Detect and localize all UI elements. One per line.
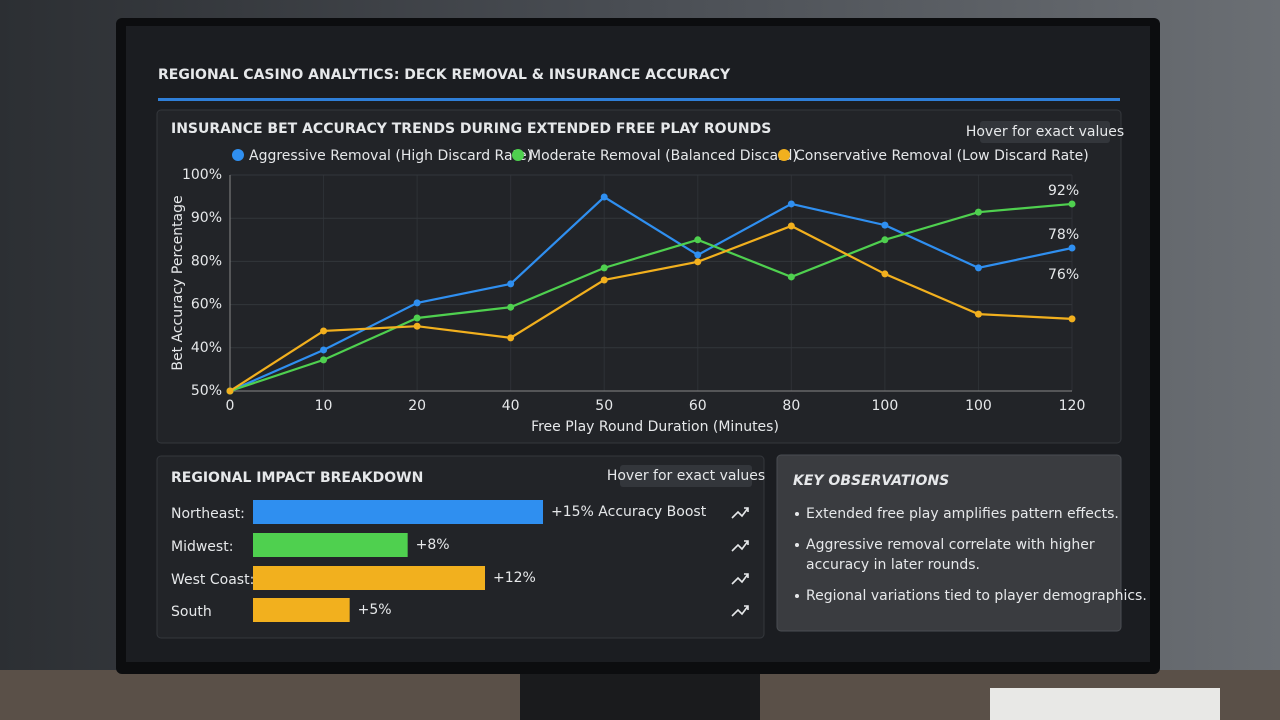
- hint-button[interactable]: [620, 465, 752, 487]
- x-tick-label: 80: [782, 398, 800, 414]
- page-title: REGIONAL CASINO ANALYTICS: DECK REMOVAL …: [158, 67, 731, 83]
- bar: [253, 500, 543, 524]
- data-point: [600, 193, 608, 201]
- title-rule: [158, 98, 1120, 101]
- data-point: [507, 303, 515, 311]
- x-tick-label: 100: [872, 398, 899, 414]
- x-tick-label: 50: [595, 398, 613, 414]
- data-point: [787, 273, 795, 281]
- y-tick-label: 60%: [191, 297, 222, 313]
- bar: [253, 598, 350, 622]
- bar: [253, 566, 485, 590]
- x-tick-label: 60: [689, 398, 707, 414]
- data-point: [881, 221, 889, 229]
- observation-item: Regional variations tied to player demog…: [806, 588, 1147, 604]
- legend-dot: [778, 149, 790, 161]
- data-point: [974, 208, 982, 216]
- data-point: [226, 387, 234, 395]
- data-point: [413, 322, 421, 330]
- line-chart-title: INSURANCE BET ACCURACY TRENDS DURING EXT…: [171, 121, 771, 137]
- legend-label: Moderate Removal (Balanced Discard): [529, 148, 798, 164]
- data-point: [507, 334, 515, 342]
- x-tick-label: 100: [965, 398, 992, 414]
- y-tick-label: 80%: [191, 253, 222, 269]
- y-tick-label: 100%: [182, 167, 222, 183]
- x-axis-label: Free Play Round Duration (Minutes): [531, 419, 779, 435]
- data-point: [881, 270, 889, 278]
- x-tick-label: 120: [1059, 398, 1086, 414]
- observation-item: Extended free play amplifies pattern eff…: [806, 506, 1119, 522]
- series-line: [229, 195, 1073, 393]
- data-point: [694, 258, 702, 266]
- observation-line: accuracy in later rounds.: [806, 557, 980, 573]
- data-point: [974, 310, 982, 318]
- series-line: [229, 224, 1073, 392]
- data-point: [694, 236, 702, 244]
- bar-value-label: +5%: [358, 602, 392, 618]
- legend-label: Conservative Removal (Low Discard Rate): [795, 148, 1089, 164]
- bar-category: Midwest:: [171, 539, 233, 555]
- trend-icon: [731, 507, 749, 519]
- bar-value-label: +8%: [416, 537, 450, 553]
- y-tick-label: 50%: [191, 383, 222, 399]
- data-point: [974, 264, 982, 272]
- legend-label: Aggressive Removal (High Discard Rate): [249, 148, 532, 164]
- bar-chart-title: REGIONAL IMPACT BREAKDOWN: [171, 470, 423, 486]
- data-point: [1068, 315, 1076, 323]
- data-point: [1068, 200, 1076, 208]
- trend-icon: [731, 573, 749, 585]
- annotation: 76%: [1048, 267, 1079, 283]
- observations-panel: [776, 454, 1122, 632]
- data-point: [600, 276, 608, 284]
- data-point: [787, 222, 795, 230]
- y-axis-label: Bet Accuracy Percentage: [170, 195, 186, 370]
- data-point: [413, 299, 421, 307]
- x-tick-label: 0: [226, 398, 235, 414]
- annotation: 78%: [1048, 227, 1079, 243]
- data-point: [600, 264, 608, 272]
- bar: [253, 533, 408, 557]
- notebook: [990, 688, 1220, 720]
- bar-category: Northeast:: [171, 506, 245, 522]
- trend-icon: [731, 605, 749, 617]
- observation-line: Aggressive removal correlate with higher: [806, 537, 1095, 553]
- trend-icon: [731, 540, 749, 552]
- x-tick-label: 20: [408, 398, 426, 414]
- x-tick-label: 40: [502, 398, 520, 414]
- observation-item: Aggressive removal correlate with higher…: [806, 537, 1095, 573]
- bullet: [795, 594, 799, 598]
- hint-text: Hover for exact values: [966, 124, 1124, 140]
- x-tick-label: 10: [315, 398, 333, 414]
- hint-button[interactable]: [980, 121, 1110, 143]
- series-line: [229, 202, 1073, 393]
- y-tick-label: 40%: [191, 340, 222, 356]
- data-point: [1068, 244, 1076, 252]
- data-point: [694, 251, 702, 259]
- bar-category: South: [171, 604, 212, 620]
- bar-category: West Coast:: [171, 572, 254, 588]
- line-panel: [156, 109, 1122, 444]
- bullet: [795, 512, 799, 516]
- bar-value-label: +15% Accuracy Boost: [551, 504, 707, 520]
- legend-dot: [512, 149, 524, 161]
- data-point: [507, 280, 515, 288]
- legend-dot: [232, 149, 244, 161]
- annotation: 92%: [1048, 183, 1079, 199]
- hint-text: Hover for exact values: [607, 468, 765, 484]
- data-point: [320, 356, 328, 364]
- data-point: [787, 200, 795, 208]
- bullet: [795, 543, 799, 547]
- data-point: [320, 346, 328, 354]
- observations-title: KEY OBSERVATIONS: [793, 473, 949, 489]
- data-point: [320, 327, 328, 335]
- data-point: [413, 314, 421, 322]
- y-tick-label: 90%: [191, 210, 222, 226]
- bar-value-label: +12%: [493, 570, 536, 586]
- data-point: [881, 236, 889, 244]
